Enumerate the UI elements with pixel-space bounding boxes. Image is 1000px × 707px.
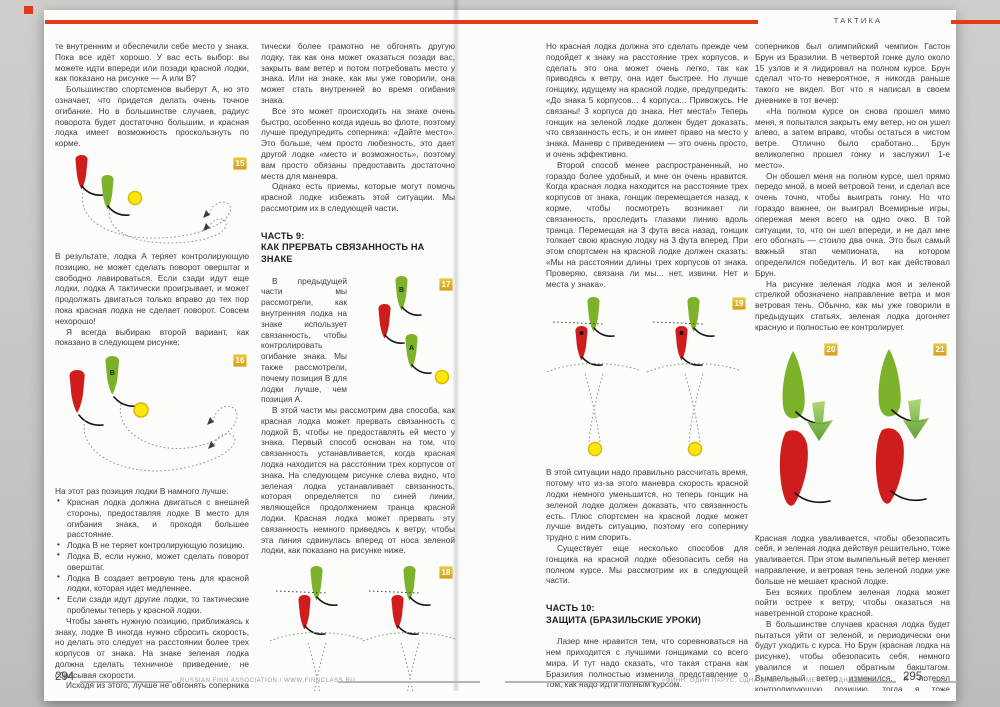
mark-approach-diagram — [647, 297, 739, 456]
paragraph: В этой части мы рассмотрим два способа, … — [261, 405, 455, 556]
red-corner-mark — [24, 6, 33, 14]
paragraph: «На полном курсе он снова прошел мимо ме… — [755, 105, 950, 170]
paragraph: Все это может происходить на знаке очень… — [261, 105, 455, 181]
list-item: Лодка В, если нужно, может сделать повор… — [57, 550, 249, 573]
paragraph: Красная лодка уваливается, чтобы обезопа… — [755, 532, 950, 586]
paragraph: Второй способ менее распространенный, но… — [546, 159, 748, 289]
part-9-title: КАК ПРЕРВАТЬ СВЯЗАННОСТЬ НА ЗНАКЕ — [261, 242, 425, 264]
figure-15-canvas — [75, 154, 232, 244]
left-page-column-2: тически более грамотно не обгонять другу… — [261, 41, 455, 691]
boat-label-a: A — [409, 345, 414, 352]
figure-19: 19 — [546, 295, 748, 463]
crew-weight-dot — [579, 331, 584, 336]
paragraph: Однако есть приемы, которые могут помочь… — [261, 181, 455, 213]
mark-approach-diagram — [363, 566, 455, 691]
course-line — [119, 404, 238, 450]
figure-16-canvas: B — [69, 356, 238, 472]
figure-20-21-canvas — [779, 347, 930, 507]
figure-badge-15: 15 — [233, 156, 247, 170]
list-item: Лодка В создает ветровую тень для красно… — [57, 572, 249, 595]
figure-15: 15 — [55, 154, 249, 247]
footer-imprint-left: RUSSIAN FINN ASSOCIATION / WWW.FINNCLASS… — [180, 678, 356, 684]
paragraph: Существует еще несколько способов для го… — [546, 542, 748, 586]
paragraph: те внутренним и обеспечили себе место у … — [55, 41, 249, 84]
figure-badge-17: 17 — [439, 277, 453, 291]
footer-rule — [338, 681, 480, 683]
footer-rule — [848, 681, 896, 683]
part-10-title: ЗАЩИТА (БРАЗИЛЬСКИЕ УРОКИ) — [546, 614, 701, 625]
advantage-list: Красная лодка должна двигаться с внешней… — [57, 496, 249, 616]
paragraph: В предыдущей части мы рассмотрели, как в… — [261, 275, 347, 405]
paragraph: Чтобы занять нужную позицию, приближаясь… — [55, 615, 249, 680]
paragraph: соперников был олимпийский чемпион Гасто… — [755, 41, 950, 105]
left-page-column-1: те внутренним и обеспечили себе место у … — [55, 41, 249, 691]
figure-20-21: 20 21 — [755, 339, 950, 531]
figure-17-canvas: B A — [378, 275, 450, 384]
figure-16: 16 B — [55, 352, 249, 482]
paragraph: Исходя из этого, лучше не обгонять сопер… — [66, 680, 249, 691]
figure-badge-18: 18 — [439, 566, 453, 580]
paragraph: Большинство спортсменов выберут А, но эт… — [55, 84, 249, 149]
mark-approach-diagram — [547, 297, 639, 456]
bear-away-diagram — [779, 349, 834, 507]
red-boat-icon — [69, 370, 85, 414]
page-number-right: 295 — [903, 671, 923, 683]
footer-rule — [505, 681, 655, 683]
boat-label-b: B — [110, 370, 115, 377]
red-boat-icon — [378, 303, 391, 339]
paragraph: На рисунке зеленая лодка моя и зеленой с… — [755, 278, 950, 332]
figure-badge-16: 16 — [233, 354, 247, 368]
list-intro: На этот раз позиция лодки В намного лучш… — [55, 486, 229, 497]
list-item: Красная лодка должна двигаться с внешней… — [57, 496, 249, 540]
paragraph: В 1998 году Всемирные игры ветеранов спо… — [546, 690, 748, 691]
part-10-heading: ЧАСТЬ 10: ЗАЩИТА (БРАЗИЛЬСКИЕ УРОКИ) — [546, 603, 748, 626]
figure-17: 17 B A — [355, 275, 455, 394]
paragraph: В этой ситуации надо правильно рассчитат… — [546, 467, 748, 543]
course-line — [108, 208, 227, 244]
section-label: ТАКТИКА — [833, 16, 883, 25]
boat-label-b: B — [399, 287, 404, 294]
mark-buoy-icon — [434, 369, 450, 384]
page-number-left: 294 — [55, 671, 75, 683]
course-line — [81, 188, 232, 239]
part-9-heading: ЧАСТЬ 9: КАК ПРЕРВАТЬ СВЯЗАННОСТЬ НА ЗНА… — [261, 231, 455, 266]
header-rule-left — [45, 20, 758, 24]
part-10-kicker: ЧАСТЬ 10: — [546, 603, 595, 614]
mark-buoy-icon — [133, 402, 149, 418]
page-fold-shadow — [452, 0, 460, 691]
red-boat-icon — [75, 154, 88, 190]
paragraph: В результате, лодка А теряет контролирую… — [55, 250, 249, 326]
footer-rule — [933, 681, 957, 683]
list-item: Лодка В не теряет контролирующую позицию… — [57, 540, 249, 551]
green-boat-icon — [101, 174, 114, 210]
paragraph: Он обошел меня на полном курсе, шел прям… — [755, 170, 950, 278]
header-rule-right — [951, 20, 1000, 24]
figure-19-canvas — [546, 295, 748, 463]
figure-18-canvas — [261, 564, 455, 691]
right-page-column-2: соперников был олимпийский чемпион Гасто… — [755, 41, 950, 691]
footer-rule — [80, 681, 172, 683]
footer-motto-right: «ФИНН: ОДИН ПАРУС, ОДНА ДУША, ОДНА МЕЧТА… — [662, 678, 885, 684]
paragraph: Лазер мне нравится тем, что соревноватьс… — [546, 636, 748, 690]
paragraph: Без всяких проблем зеленая лодка может п… — [755, 586, 950, 619]
right-page-column-1: Но красная лодка должна это сделать преж… — [546, 41, 748, 691]
crew-weight-dot — [679, 331, 684, 336]
paragraph: тически более грамотно не обгонять другу… — [261, 41, 455, 105]
paragraph: Я всегда выбираю второй вариант, как пок… — [55, 326, 249, 348]
paragraph: Но красная лодка должна это сделать преж… — [546, 41, 748, 159]
figure-18: 18 — [261, 564, 455, 691]
paragraph: В большинстве случаев красная лодка буде… — [755, 618, 950, 691]
mark-approach-diagram — [270, 566, 362, 691]
part-9-kicker: ЧАСТЬ 9: — [261, 230, 305, 241]
figure-badge-20: 20 — [824, 342, 838, 356]
figure-badge-19: 19 — [732, 297, 746, 311]
mark-buoy-icon — [127, 190, 143, 206]
bear-away-diagram — [875, 347, 930, 505]
list-item: Если сзади идут другие лодки, то тактиче… — [57, 594, 249, 616]
figure-badge-21: 21 — [933, 342, 947, 356]
wrapped-flow: 17 B A В предыдущей части мы рассмотрели… — [261, 275, 455, 557]
